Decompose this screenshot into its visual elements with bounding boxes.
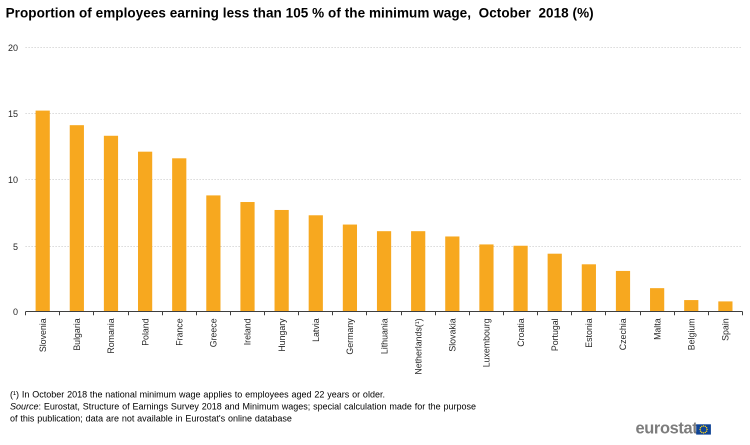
svg-text:Malta: Malta	[652, 318, 662, 340]
svg-text:10: 10	[8, 175, 18, 185]
svg-text:eurostat: eurostat	[636, 420, 699, 438]
svg-text:0: 0	[13, 307, 18, 317]
svg-text:Spain: Spain	[721, 318, 731, 341]
svg-text:Ireland: Ireland	[243, 318, 253, 345]
svg-text:Proportion of employees earnin: Proportion of employees earning less tha…	[6, 6, 594, 21]
svg-text:Lithuania: Lithuania	[379, 318, 389, 354]
svg-text:Poland: Poland	[140, 318, 150, 345]
svg-text:Source: Eurostat, Structure of: Source: Eurostat, Structure of Earnings …	[10, 402, 476, 412]
svg-text:(¹) In October 2018 the nation: (¹) In October 2018 the national minimum…	[10, 389, 385, 399]
svg-text:Belgium: Belgium	[686, 318, 696, 350]
svg-text:Greece: Greece	[209, 318, 219, 347]
svg-text:Czechia: Czechia	[618, 318, 628, 350]
svg-text:Hungary: Hungary	[277, 318, 287, 352]
svg-text:Luxembourg: Luxembourg	[482, 318, 492, 367]
svg-text:Germany: Germany	[345, 318, 355, 355]
svg-text:Netherlands(¹): Netherlands(¹)	[413, 318, 423, 374]
svg-text:Estonia: Estonia	[584, 318, 594, 347]
svg-text:Latvia: Latvia	[311, 318, 321, 342]
svg-text:Slovakia: Slovakia	[448, 318, 458, 351]
svg-text:5: 5	[13, 242, 18, 252]
svg-text:15: 15	[8, 109, 18, 119]
svg-text:France: France	[174, 318, 184, 345]
svg-text:20: 20	[8, 43, 18, 53]
svg-text:Bulgaria: Bulgaria	[72, 318, 82, 350]
svg-text:Romania: Romania	[106, 318, 116, 353]
svg-text:Croatia: Croatia	[516, 318, 526, 346]
svg-text:of this publication; data are: of this publication; data are not availa…	[10, 414, 292, 424]
svg-text:Slovenia: Slovenia	[38, 318, 48, 352]
svg-text:Portugal: Portugal	[550, 318, 560, 351]
